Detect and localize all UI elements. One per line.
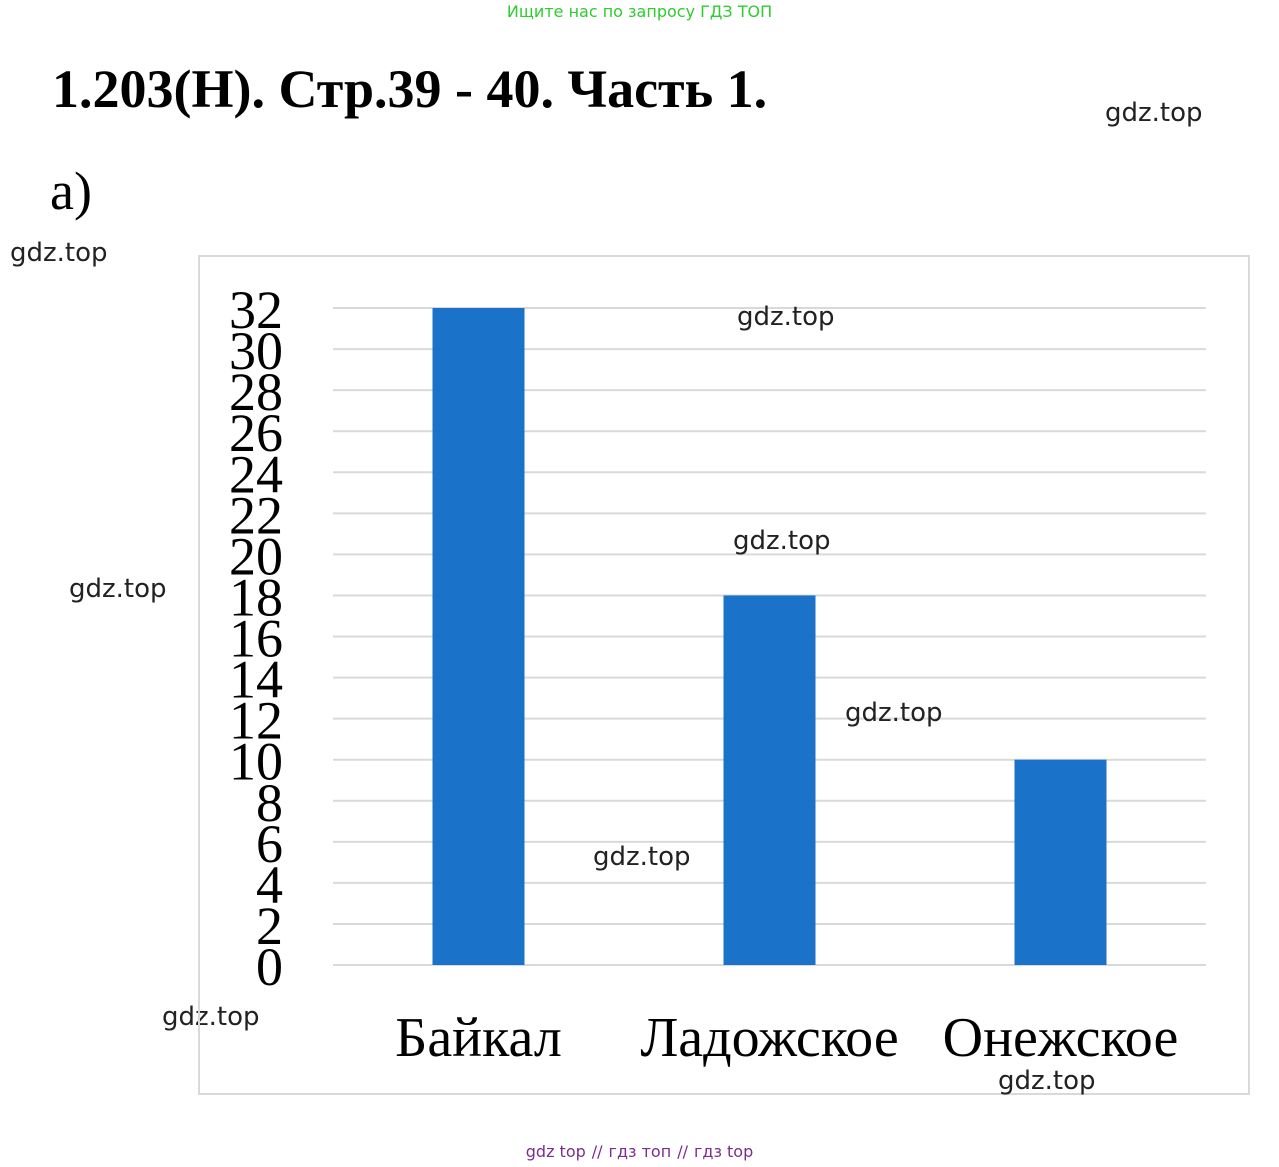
footer-separator: // bbox=[677, 1142, 688, 1161]
watermark: gdz.top bbox=[733, 526, 831, 556]
bar-2 bbox=[723, 595, 816, 965]
chart-frame bbox=[198, 255, 1250, 1095]
watermark: gdz.top bbox=[737, 302, 835, 332]
footer: gdz top // гдз топ // гдз top bbox=[0, 1142, 1279, 1161]
x-tick-label: Байкал bbox=[395, 1007, 562, 1069]
x-tick-label: Онежское bbox=[943, 1007, 1179, 1069]
y-tick-label: 14 bbox=[229, 650, 283, 710]
footer-link[interactable]: гдз top bbox=[693, 1142, 754, 1161]
y-tick-label: 12 bbox=[229, 691, 283, 751]
bars bbox=[432, 308, 1107, 965]
watermark: gdz.top bbox=[69, 574, 167, 604]
bar-1 bbox=[432, 308, 525, 965]
y-tick-label: 10 bbox=[229, 732, 283, 792]
y-tick-label: 4 bbox=[256, 855, 283, 915]
top-banner: Ищите нас по запросу ГДЗ ТОП bbox=[506, 2, 773, 21]
y-tick-label: 8 bbox=[256, 773, 283, 833]
watermark: gdz.top bbox=[162, 1002, 260, 1032]
y-tick-label: 30 bbox=[229, 321, 283, 381]
x-tick-label: Ладожское bbox=[640, 1007, 898, 1069]
part-label: а) bbox=[50, 161, 92, 221]
y-tick-label: 22 bbox=[229, 485, 283, 545]
y-tick-label: 16 bbox=[229, 609, 283, 669]
y-tick-label: 0 bbox=[256, 937, 283, 997]
y-tick-label: 18 bbox=[229, 567, 283, 627]
watermark: gdz.top bbox=[10, 238, 108, 268]
y-tick-label: 2 bbox=[256, 896, 283, 956]
y-tick-label: 24 bbox=[229, 444, 283, 504]
y-tick-label: 28 bbox=[229, 362, 283, 422]
x-axis-ticks: Байкал Ладожское Онежское bbox=[395, 1007, 1178, 1069]
y-tick-label: 32 bbox=[229, 280, 283, 340]
y-tick-label: 26 bbox=[229, 403, 283, 463]
y-tick-label: 20 bbox=[229, 526, 283, 586]
bar-3 bbox=[1014, 759, 1107, 965]
footer-separator: // bbox=[591, 1142, 603, 1161]
y-tick-label: 6 bbox=[256, 814, 283, 874]
footer-link[interactable]: gdz top bbox=[525, 1142, 586, 1161]
watermark: gdz.top bbox=[845, 698, 943, 728]
watermark: gdz.top bbox=[593, 842, 691, 872]
watermark: gdz.top bbox=[998, 1066, 1096, 1096]
page-title: 1.203(Н). Стр.39 - 40. Часть 1. bbox=[52, 59, 768, 119]
watermark: gdz.top bbox=[1105, 98, 1203, 128]
footer-link[interactable]: гдз топ bbox=[608, 1142, 672, 1161]
